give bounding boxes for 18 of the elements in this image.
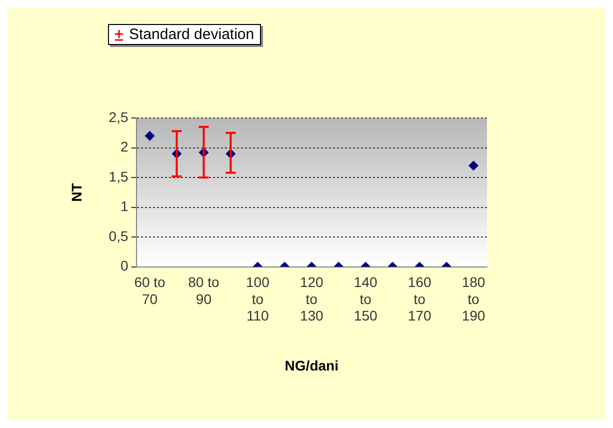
x-tick-label: 100 to 110	[246, 274, 270, 324]
x-tick-label: 80 to 90	[188, 274, 220, 307]
x-tick-label: 60 to 70	[134, 274, 166, 307]
x-tick-label: 120 to 130	[300, 274, 324, 324]
point	[144, 130, 155, 141]
y-axis-title: NT	[68, 182, 84, 202]
x-tick-label: 140 to 150	[354, 274, 378, 324]
point	[468, 160, 479, 171]
y-tick-label: 0,5	[108, 228, 128, 244]
x-tick-label: 160 to 170	[408, 274, 432, 324]
y-tick-label: 1	[120, 198, 128, 214]
y-tick-label: 2,5	[108, 108, 128, 125]
y-tick-label: 1,5	[108, 168, 128, 184]
text: Standard deviation	[129, 26, 254, 43]
y-tick-label: 2	[120, 138, 128, 155]
y-tick-label: 0	[120, 258, 128, 274]
x-axis-title: NG/dani	[284, 357, 338, 374]
x-tick-label: 180 to 190	[462, 274, 486, 324]
